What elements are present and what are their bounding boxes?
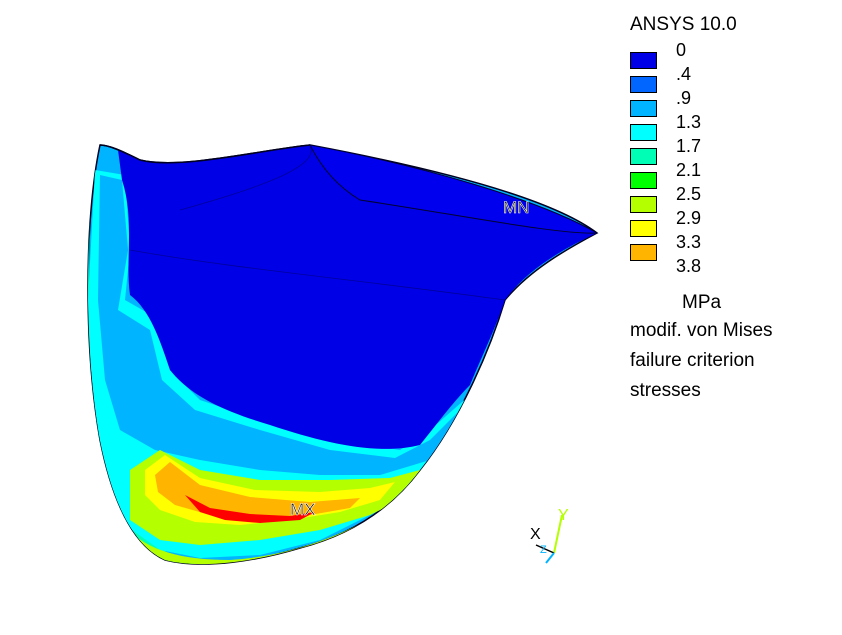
legend-swatch [630, 172, 657, 189]
triad-y-label: Y [558, 507, 569, 524]
legend-row: 1.7 [628, 136, 808, 165]
description-line: stresses [630, 380, 701, 401]
stress-zone-blue [118, 145, 597, 449]
legend-swatch [630, 244, 657, 261]
legend-row: 2.1 [628, 160, 808, 189]
description-line: modif. von Mises [630, 320, 773, 341]
legend-swatch [630, 124, 657, 141]
legend-row: 2.9 [628, 208, 808, 237]
legend-row: 3.8 [628, 256, 808, 280]
legend-swatch [630, 148, 657, 165]
triad-x-label: X [530, 526, 541, 543]
top-rim [99, 144, 311, 164]
legend-level-label: 2.1 [676, 160, 702, 180]
facet-edge [179, 145, 312, 211]
legend-description: MPa modif. von Mises failure criterion s… [630, 290, 830, 406]
legend-row: 2.5 [628, 184, 808, 213]
right-lobe [309, 145, 597, 234]
max-marker: MX [290, 500, 316, 520]
app-title: ANSYS 10.0 [630, 14, 737, 35]
legend-swatch [630, 100, 657, 117]
unit-label: MPa [682, 292, 722, 313]
legend-swatch [630, 76, 657, 93]
legend-row: 0 [628, 40, 808, 69]
legend-level-label: 1.3 [676, 112, 702, 132]
stress-zone-red [185, 495, 315, 523]
legend-swatch [630, 196, 657, 213]
legend-level-label: .4 [676, 64, 692, 84]
legend-swatch [630, 220, 657, 237]
legend-level-label: 2.5 [676, 184, 702, 204]
legend-level-label: .9 [676, 88, 692, 108]
axis-triad [535, 514, 563, 564]
legend-row: 3.3 [628, 232, 808, 261]
stress-zone-orange [155, 462, 360, 518]
description-line: failure criterion [630, 350, 755, 371]
legend-swatch [630, 52, 657, 69]
legend-level-label: 2.9 [676, 208, 702, 228]
legend: ANSYS 10.0 0 .4 .9 1.3 1.7 2.1 2.5 2.9 3.3 3.8 [628, 14, 828, 276]
legend-row: 1.3 [628, 112, 808, 141]
min-marker: MN [503, 198, 530, 218]
facet-edge [129, 249, 506, 301]
legend-row: .9 [628, 88, 808, 117]
legend-level-label: 0 [676, 40, 687, 60]
legend-row: .4 [628, 64, 808, 93]
legend-level-label: 3.8 [676, 256, 702, 276]
legend-level-label: 1.7 [676, 136, 702, 156]
legend-level-label: 3.3 [676, 232, 702, 252]
triad-z-label: Z [540, 544, 547, 556]
